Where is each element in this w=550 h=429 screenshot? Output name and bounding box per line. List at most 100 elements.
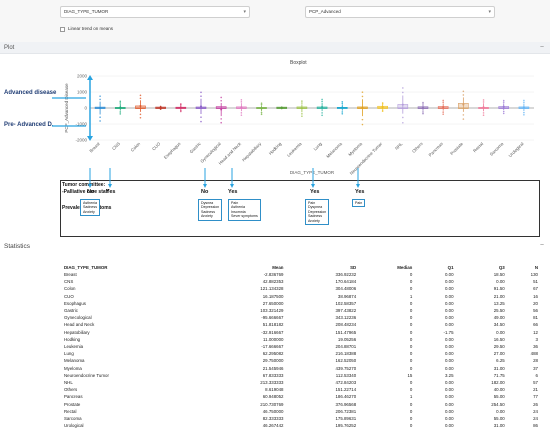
outlier-point — [159, 108, 162, 111]
table-row: Gynecological -95.666667 343.12236 0 0.00 49.… — [62, 314, 540, 321]
collapse-icon[interactable]: − — [539, 242, 544, 249]
symptom-item: Dysnea — [201, 201, 214, 205]
table-cell: 21 — [533, 387, 538, 393]
table-cell: 56 — [533, 308, 538, 314]
table-cell: 0 — [409, 365, 413, 371]
table-row: Lung 62.295082 216.18388 0 0.00 27.00 488 — [62, 350, 540, 357]
mean-point — [240, 106, 243, 109]
table-row: CUO 16.187500 38.96874 1 0.00 21.00 16 — [62, 293, 540, 300]
table-row: Others 8.619048 151.22714 0 0.00 40.00 21 — [62, 386, 540, 393]
outlier-point — [119, 111, 122, 113]
table-cell: Rectal — [64, 408, 77, 414]
table-cell: 16 — [533, 293, 538, 299]
table-cell: Hepatobiliary — [64, 329, 90, 335]
table-cell: 28 — [533, 358, 538, 364]
table-cell: 0 — [409, 358, 413, 364]
table-row: Prostate 210.730769 376.96568 0 0.00 254.50 26 — [62, 401, 540, 408]
outlier-point — [442, 99, 444, 102]
table-cell: 82.333333 — [262, 416, 284, 422]
outlier-point — [462, 118, 465, 120]
table-cell: 186.46270 — [335, 394, 357, 400]
outlier-point — [260, 113, 263, 116]
x-tick-label: Hodking — [268, 141, 283, 156]
symptom-item: Sadness — [83, 205, 97, 210]
outlier-point — [341, 101, 344, 103]
table-row: Head and Neck 51.818182 208.48234 0 0.00 34.5… — [62, 321, 540, 328]
table-cell: Esophagus — [64, 300, 86, 306]
outcome-select[interactable]: PCP_Advanced ▾ — [305, 6, 495, 18]
x-tick-label: Pancreas — [428, 141, 444, 157]
table-cell: 0.00 — [496, 329, 505, 335]
outlier-point — [402, 91, 404, 94]
outlier-point — [442, 101, 444, 104]
mean-point — [422, 106, 424, 109]
symptoms-box-gastric: Dysnea Depression Sadness Anxiety — [198, 199, 223, 221]
table-cell: Breast — [64, 272, 77, 277]
column-header: Q1 — [447, 265, 454, 270]
outlier-point — [462, 94, 465, 96]
table-cell: 0.00 — [444, 401, 454, 407]
mean-point — [462, 103, 465, 106]
outlier-point — [422, 112, 424, 115]
outlier-point — [523, 113, 525, 116]
table-cell: 13.25 — [493, 300, 505, 306]
table-cell: 112.53340 — [335, 372, 357, 378]
plot-section-header[interactable]: Plot − — [0, 42, 550, 54]
column-header: Mean — [272, 265, 284, 270]
table-cell: 0 — [409, 286, 413, 292]
chevron-down-icon: ▾ — [488, 9, 491, 15]
symptom-item: Sadness — [201, 209, 215, 214]
variable-select[interactable]: DIAG_TYPE_TUMOR ▾ — [60, 6, 250, 18]
table-cell: Colon — [64, 286, 76, 292]
symptom-item: Anxiety — [308, 218, 320, 223]
table-cell: 0 — [409, 408, 413, 414]
table-cell: 0 — [409, 416, 413, 422]
table-cell: Lung — [64, 351, 74, 357]
table-row: NHL 213.333333 472.84203 0 0.00 182.00 57 — [62, 379, 540, 386]
table-cell: 0 — [409, 401, 413, 407]
linear-trend-option[interactable]: Linear trend on means — [60, 26, 113, 32]
outlier-point — [502, 112, 505, 115]
column-header: DIAG_TYPE_TUMOR — [64, 265, 108, 270]
box — [458, 103, 469, 109]
mean-point — [442, 106, 445, 109]
mean-point — [482, 106, 485, 109]
table-cell: 0.00 — [444, 286, 454, 292]
table-cell: 0.00 — [444, 272, 454, 277]
symptom-item: Sever symptoms — [231, 214, 258, 219]
table-cell: 0 — [409, 387, 413, 393]
outlier-point — [321, 114, 323, 117]
table-cell: 51.818182 — [262, 322, 284, 328]
x-tick-label: Hepatobiliary — [241, 141, 263, 163]
collapse-icon[interactable]: − — [539, 44, 544, 51]
table-cell: 0.00 — [444, 394, 454, 400]
symptom-item: Pain — [231, 201, 239, 205]
column-header: Q3 — [498, 265, 505, 270]
table-cell: 62.295082 — [262, 351, 284, 357]
table-cell: 55.00 — [493, 394, 505, 400]
outlier-point — [260, 102, 263, 104]
outlier-point — [200, 120, 202, 123]
outlier-point — [180, 103, 182, 105]
table-cell: 0 — [409, 329, 413, 335]
symptom-item: Sadness — [308, 214, 322, 219]
table-cell: CUO — [64, 293, 74, 299]
table-cell: 175.89631 — [335, 416, 357, 422]
mean-point — [381, 105, 384, 108]
table-cell: 213.333333 — [260, 380, 284, 386]
outlier-point — [240, 114, 243, 116]
table-cell: CNS — [64, 279, 74, 285]
table-cell: 42.882353 — [262, 279, 284, 285]
table-cell: Gastric — [64, 308, 78, 314]
table-cell: 77 — [533, 394, 538, 400]
table-cell: 0 — [409, 315, 413, 321]
x-tick-label: Gastric — [189, 141, 203, 155]
x-tick-label: CNS — [111, 141, 121, 151]
linear-trend-checkbox[interactable] — [60, 26, 65, 32]
column-header: Median — [397, 265, 413, 270]
table-cell: 31.00 — [493, 365, 505, 371]
table-cell: 46.267442 — [262, 423, 284, 429]
table-row: Leukemia -17.666667 204.88701 0 0.00 29.50 36 — [62, 343, 540, 350]
table-cell: 0.00 — [444, 380, 454, 386]
table-cell: 57 — [533, 380, 538, 386]
